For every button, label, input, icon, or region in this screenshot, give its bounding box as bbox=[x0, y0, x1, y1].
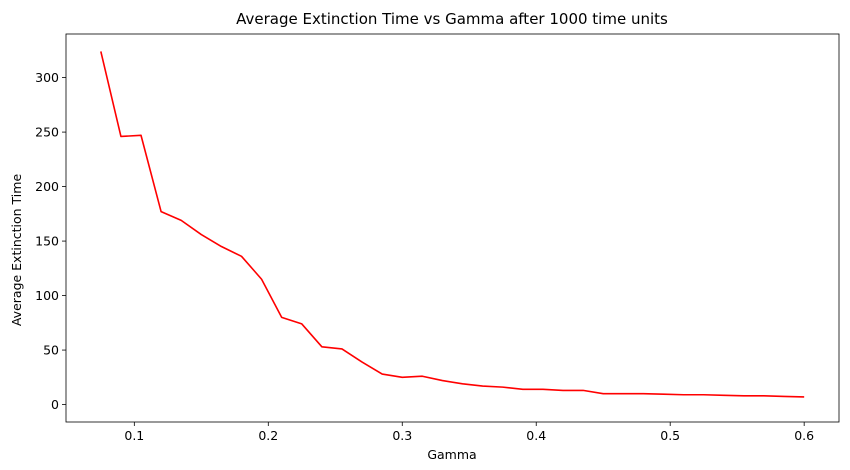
y-tick-label: 50 bbox=[43, 343, 59, 358]
x-tick-label: 0.6 bbox=[794, 428, 814, 443]
y-tick-label: 250 bbox=[35, 125, 59, 140]
x-tick-label: 0.3 bbox=[392, 428, 412, 443]
y-tick-label: 300 bbox=[35, 70, 59, 85]
x-tick-label: 0.5 bbox=[660, 428, 680, 443]
y-axis-ticks: 0 50 100 150 200 250 300 bbox=[35, 70, 66, 412]
y-tick-label: 150 bbox=[35, 234, 59, 249]
plot-frame bbox=[65, 33, 840, 423]
y-tick-label: 100 bbox=[35, 288, 59, 303]
x-tick-label: 0.1 bbox=[124, 428, 144, 443]
y-axis-label: Average Extinction Time bbox=[9, 174, 24, 327]
series-line bbox=[100, 51, 805, 398]
series-layer bbox=[100, 51, 805, 398]
plot-area bbox=[65, 33, 840, 423]
x-axis-label: Gamma bbox=[427, 447, 476, 462]
x-tick-label: 0.4 bbox=[526, 428, 546, 443]
y-tick-label: 200 bbox=[35, 179, 59, 194]
x-axis-ticks: 0.1 0.2 0.3 0.4 0.5 0.6 bbox=[124, 422, 814, 443]
chart-title: Average Extinction Time vs Gamma after 1… bbox=[236, 10, 668, 28]
y-tick-label: 0 bbox=[51, 397, 59, 412]
x-tick-label: 0.2 bbox=[258, 428, 278, 443]
